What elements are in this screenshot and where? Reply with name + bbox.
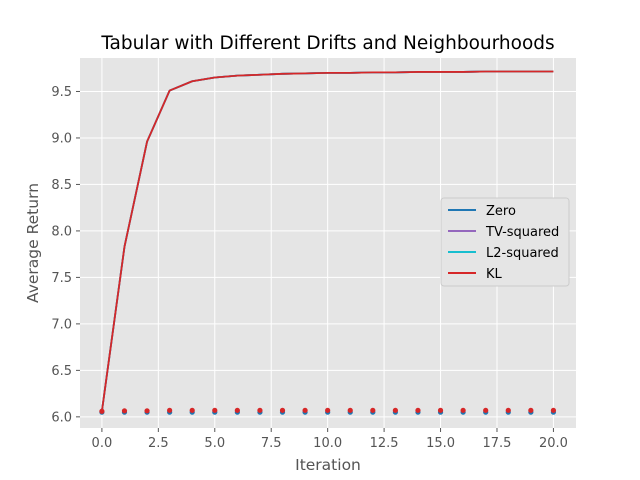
scatter-point: [392, 407, 398, 413]
x-tick-label: 20.0: [539, 436, 568, 451]
chart-title: Tabular with Different Drifts and Neighb…: [100, 33, 554, 54]
scatter-point: [437, 407, 444, 413]
legend-label-tv-squared: TV-squared: [485, 225, 559, 240]
scatter-point: [121, 408, 128, 414]
y-tick-label: 8.0: [51, 224, 72, 239]
y-tick-label: 6.5: [51, 364, 72, 379]
y-tick-label: 9.5: [51, 85, 72, 100]
y-tick-label: 7.5: [51, 271, 72, 286]
x-axis-ticks: 0.0 2.5 5.0 7.5 10.0 12.5 15.0 17.5 20.0: [92, 428, 568, 451]
scatter-points: [99, 407, 557, 415]
scatter-point: [99, 408, 105, 414]
scatter-point: [257, 407, 263, 413]
x-tick-label: 10.0: [313, 436, 342, 451]
y-tick-label: 6.0: [51, 410, 72, 425]
x-tick-label: 5.0: [204, 436, 225, 451]
y-tick-label: 7.0: [51, 317, 72, 332]
x-tick-label: 0.0: [92, 436, 113, 451]
scatter-point: [370, 407, 376, 413]
x-tick-label: 15.0: [426, 436, 455, 451]
scatter-point: [483, 407, 489, 413]
scatter-point: [415, 407, 421, 413]
legend-box: [440, 197, 570, 287]
x-tick-label: 12.5: [370, 436, 399, 451]
scatter-point: [505, 407, 511, 413]
x-tick-label: 2.5: [148, 436, 169, 451]
scatter-point: [550, 407, 557, 413]
scatter-point: [189, 407, 195, 413]
scatter-point: [302, 407, 308, 413]
legend-label-l2-squared: L2-squared: [486, 246, 559, 261]
legend-label-kl: KL: [486, 267, 503, 282]
y-tick-label: 8.5: [51, 178, 72, 193]
legend: Zero TV-squared L2-squared KL: [440, 197, 570, 287]
y-axis-label: Average Return: [24, 183, 42, 303]
series-lines: [101, 70, 554, 412]
x-tick-label: 7.5: [261, 436, 282, 451]
x-tick-label: 17.5: [483, 436, 512, 451]
scatter-point: [279, 407, 286, 413]
scatter-point: [460, 407, 466, 413]
series-line-kl: [101, 70, 554, 412]
y-tick-label: 9.0: [51, 131, 72, 146]
y-axis-ticks: 6.0 6.5 7.0 7.5 8.0 8.5 9.0 9.5: [51, 85, 80, 425]
scatter-point: [528, 407, 534, 413]
scatter-point: [212, 407, 218, 413]
scatter-point: [347, 407, 353, 413]
scatter-point: [234, 407, 240, 413]
scatter-point: [167, 407, 173, 413]
scatter-point: [144, 408, 150, 414]
x-axis-label: Iteration: [295, 456, 361, 474]
scatter-point: [325, 407, 331, 413]
legend-label-zero: Zero: [486, 204, 516, 219]
